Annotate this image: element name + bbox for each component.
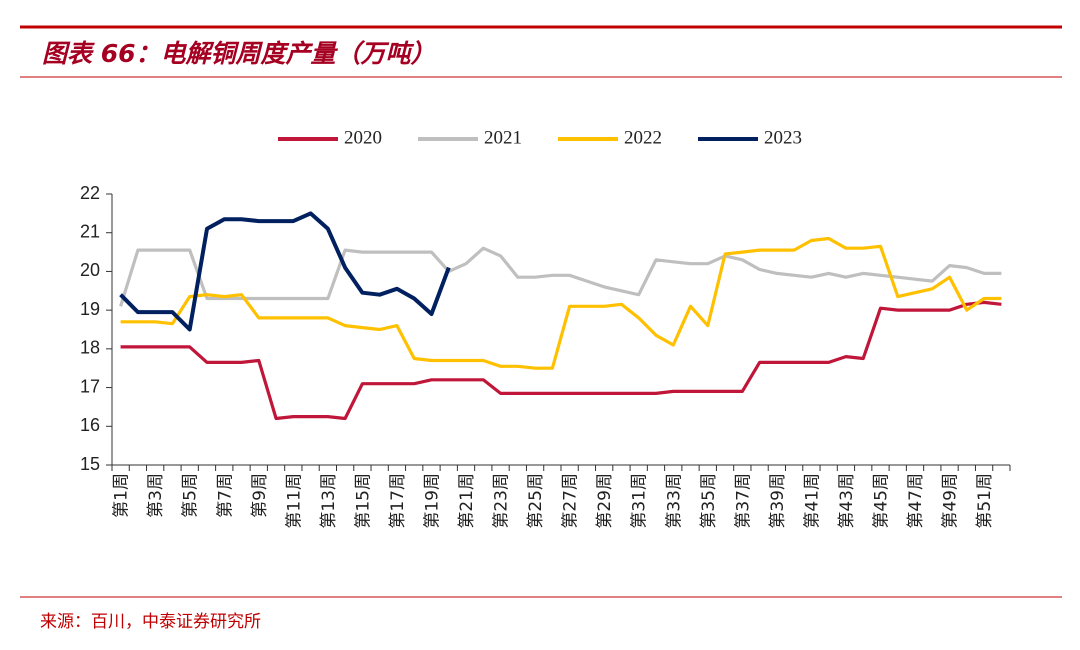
x-tick-label: 第29周 xyxy=(595,473,615,529)
x-tick-label: 第21周 xyxy=(457,473,477,529)
x-tick-label: 第19周 xyxy=(422,473,442,529)
y-tick-label: 18 xyxy=(80,338,100,358)
x-tick-label: 第5周 xyxy=(181,473,201,518)
x-tick-label: 第25周 xyxy=(526,473,546,529)
x-tick-label: 第43周 xyxy=(837,473,857,529)
series-line xyxy=(119,211,451,332)
y-tick-label: 22 xyxy=(80,183,100,203)
y-tick-label: 17 xyxy=(80,376,100,396)
legend-label: 2022 xyxy=(624,127,662,148)
x-tick-label: 第35周 xyxy=(699,473,719,529)
y-tick-label: 16 xyxy=(80,415,100,435)
x-tick-label: 第33周 xyxy=(664,473,684,529)
x-tick-label: 第1周 xyxy=(112,473,132,518)
x-tick-label: 第49周 xyxy=(941,473,961,529)
y-tick-label: 21 xyxy=(80,221,100,241)
x-tick-label: 第47周 xyxy=(906,473,926,529)
series-line xyxy=(120,236,1002,370)
x-tick-label: 第9周 xyxy=(250,473,270,518)
y-tick-label: 15 xyxy=(80,454,100,474)
y-tick-label: 20 xyxy=(80,260,100,280)
x-tick-label: 第39周 xyxy=(768,473,788,529)
x-tick-label: 第7周 xyxy=(215,473,235,518)
legend-label: 2023 xyxy=(764,127,802,148)
x-tick-label: 第45周 xyxy=(871,473,891,529)
x-tick-label: 第17周 xyxy=(388,473,408,529)
series-line xyxy=(119,246,1002,307)
x-tick-label: 第27周 xyxy=(561,473,581,529)
x-tick-label: 第11周 xyxy=(284,473,304,529)
page-title: 图表 66：电解铜周度产量（万吨） xyxy=(42,39,436,68)
x-tick-label: 第41周 xyxy=(802,473,822,529)
x-tick-label: 第37周 xyxy=(733,473,753,529)
y-tick-label: 19 xyxy=(80,299,100,319)
series-line xyxy=(120,300,1002,421)
legend-label: 2021 xyxy=(484,127,522,148)
x-tick-label: 第15周 xyxy=(353,473,373,529)
x-tick-label: 第51周 xyxy=(975,473,995,529)
source: 来源：百川，中泰证券研究所 xyxy=(40,612,261,632)
x-tick-label: 第3周 xyxy=(146,473,166,518)
legend-label: 2020 xyxy=(344,127,382,148)
x-tick-label: 第23周 xyxy=(492,473,512,529)
x-tick-label: 第31周 xyxy=(630,473,650,529)
x-tick-label: 第13周 xyxy=(319,473,339,529)
